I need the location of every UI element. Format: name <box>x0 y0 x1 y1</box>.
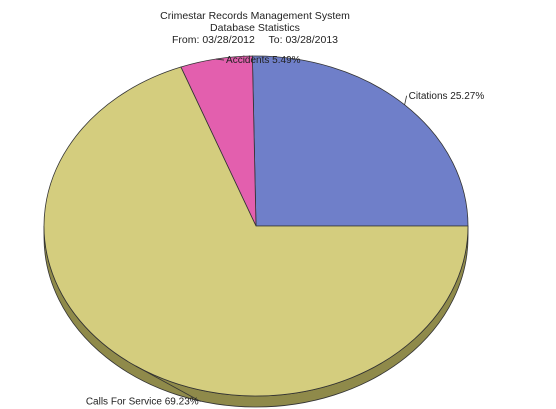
pie-slice-citations <box>251 55 469 227</box>
pie-label-leader <box>404 95 408 105</box>
pie-label-leader <box>135 365 201 402</box>
from-date: 03/28/2012 <box>202 34 255 46</box>
to-date: 03/28/2013 <box>285 34 339 46</box>
chart-subtitle: Database Statistics <box>210 22 300 34</box>
pie-label-leader <box>215 58 225 61</box>
chart-title-block: Crimestar Records Management System Data… <box>0 10 510 46</box>
pie-label-citations: Citations 25.27% <box>409 91 485 102</box>
from-label: From: <box>171 34 200 46</box>
chart-date-range: From: 03/28/2012 To: 03/28/2013 <box>0 34 510 46</box>
pie-label-accidents: Accidents 5.49% <box>226 55 301 66</box>
to-label: To: <box>268 34 283 46</box>
pie-label-calls-for-service: Calls For Service 69.23% <box>86 397 199 408</box>
chart-title: Crimestar Records Management System <box>160 10 350 22</box>
